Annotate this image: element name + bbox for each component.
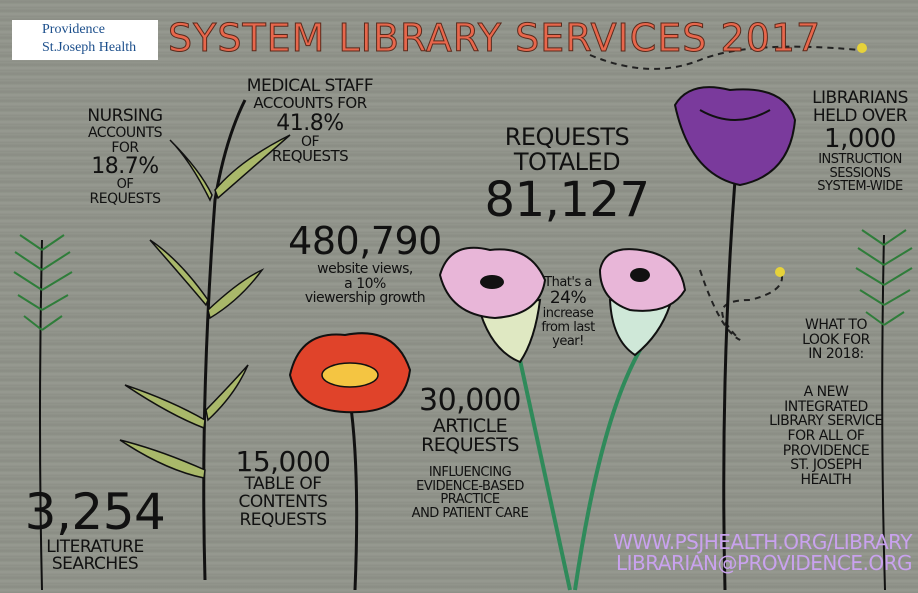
text-line: EVIDENCE-BASED (412, 480, 529, 494)
text-line: a 10% (288, 277, 442, 292)
text-line: 3,254 (25, 486, 166, 539)
text-line: 1,000 (812, 126, 908, 153)
text-line: INSTRUCTION (812, 153, 908, 167)
text-line: ACCOUNTS (87, 126, 162, 141)
text-line: website views, (288, 262, 442, 277)
text-line: increase (541, 307, 594, 321)
text-line: FOR (87, 141, 162, 156)
text-line: PRACTICE (412, 493, 529, 507)
text-line: 18.7% (87, 155, 162, 178)
title: SYSTEM LIBRARY SERVICES 2017 (168, 16, 821, 60)
text-line: WHAT TO (802, 318, 870, 333)
text-line: REQUESTS (236, 512, 331, 530)
text-line: 480,790 (288, 222, 442, 262)
text-line: LIBRARIAN@PROVIDENCE.ORG (613, 553, 912, 574)
text-line: SESSIONS (812, 167, 908, 181)
text-line: SEARCHES (25, 556, 166, 574)
text-line: INFLUENCING (412, 466, 529, 480)
text-line: PROVIDENCE (769, 444, 883, 459)
logo-line: St.Joseph Health (42, 40, 136, 56)
text-line: FOR ALL OF (769, 429, 883, 444)
text-line: ST. JOSEPH (769, 458, 883, 473)
text-line: SYSTEM-WIDE (812, 180, 908, 194)
text-line: INTEGRATED (769, 400, 883, 415)
logo-line: Providence (42, 22, 105, 38)
text-line: year! (541, 335, 594, 349)
text-line: WWW.PSJHEALTH.ORG/LIBRARY (613, 532, 912, 553)
text-line: 81,127 (485, 175, 650, 225)
text-line: viewership growth (288, 291, 442, 306)
text-line: ACCOUNTS FOR (247, 96, 373, 112)
text-line: HELD OVER (812, 108, 908, 126)
text-line: IN 2018: (802, 347, 870, 362)
logo: Providence St.Joseph Health (12, 20, 158, 60)
text-line: ARTICLE (419, 417, 521, 437)
text-line: AND PATIENT CARE (412, 507, 529, 521)
text-line: NURSING (87, 108, 162, 126)
text-line: REQUESTS (485, 125, 650, 150)
text-line: 15,000 (236, 447, 331, 476)
text-line: REQUESTS (247, 149, 373, 165)
text-line: 30,000 (419, 385, 521, 417)
text-line: from last (541, 321, 594, 335)
text-line: A NEW (769, 385, 883, 400)
text-line: 41.8% (247, 112, 373, 135)
text-line: LOOK FOR (802, 333, 870, 348)
text-line: LIBRARY SERVICE (769, 414, 883, 429)
text-line: HEALTH (769, 473, 883, 488)
text-line: OF (87, 178, 162, 192)
text-line: REQUESTS (87, 192, 162, 207)
text-line: 24% (541, 290, 594, 308)
text-line: REQUESTS (419, 436, 521, 456)
infographic: Providence St.Joseph Health SYSTEM LIBRA… (0, 0, 918, 593)
